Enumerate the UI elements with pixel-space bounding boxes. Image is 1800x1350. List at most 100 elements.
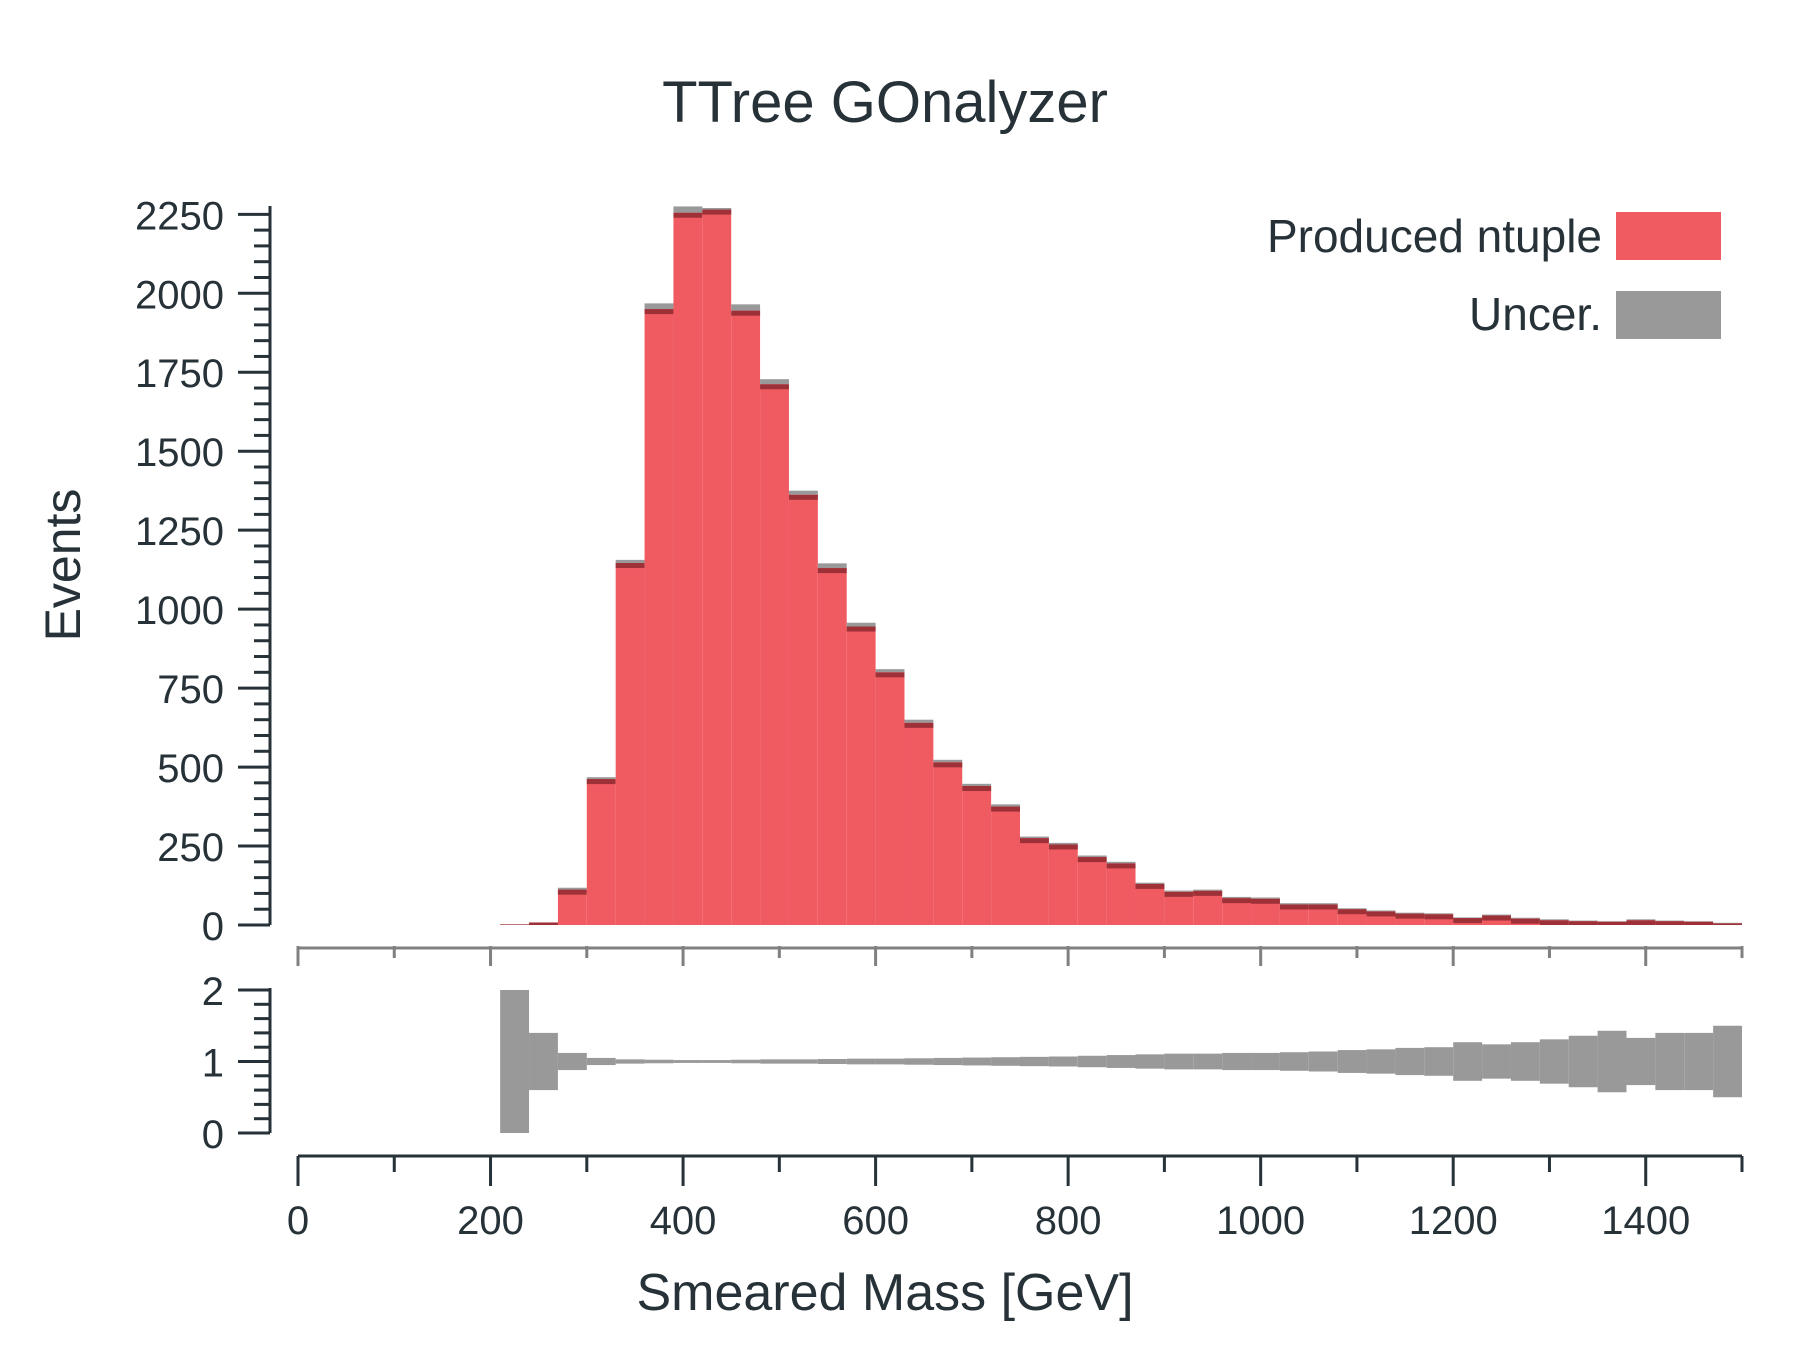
histogram-bar	[1193, 890, 1223, 925]
bar-top-edge	[1164, 891, 1194, 897]
uncertainty-cap	[1626, 919, 1656, 921]
bar-top-edge	[1135, 883, 1165, 889]
ratio-band-bin	[1424, 1047, 1454, 1076]
ratio-tick-label: 1	[202, 1042, 224, 1086]
ratio-band-bin	[702, 1060, 732, 1063]
histogram-bar	[615, 563, 645, 925]
bar-top-edge	[962, 786, 992, 792]
uncertainty-cap	[1077, 855, 1107, 858]
uncertainty-cap	[644, 303, 674, 310]
histogram-bar	[962, 786, 992, 925]
ratio-band-bin	[615, 1059, 645, 1064]
x-tick-label: 1200	[1409, 1199, 1498, 1243]
uncertainty-cap	[846, 622, 876, 627]
uncertainty-cap	[731, 304, 761, 311]
bar-top-edge	[1366, 911, 1396, 917]
bar-top-edge	[1106, 863, 1136, 869]
bar-top-edge	[644, 309, 674, 315]
x-tick-label: 800	[1035, 1199, 1102, 1243]
ratio-band-bin	[529, 1032, 558, 1091]
ratio-band-bin	[760, 1059, 789, 1064]
histogram-bar	[788, 494, 818, 925]
ratio-band-bin	[1308, 1051, 1338, 1072]
ratio-band-bin	[933, 1057, 963, 1066]
uncertainty-cap	[817, 563, 847, 569]
ratio-band-bin	[1077, 1055, 1107, 1068]
bar-top-edge	[1626, 920, 1656, 925]
bar-top-edge	[846, 626, 876, 632]
ratio-band-bin	[1568, 1035, 1598, 1088]
histogram-bar	[557, 889, 587, 925]
bar-top-edge	[1395, 913, 1425, 919]
bar-top-edge	[529, 922, 558, 925]
histogram-bar	[1164, 891, 1194, 925]
y-axis-label: Events	[35, 489, 91, 642]
chart-title: TTree GOnalyzer	[662, 70, 1108, 135]
uncertainty-cap	[904, 719, 934, 723]
bar-top-edge	[1713, 923, 1742, 925]
histogram-bar	[644, 309, 674, 925]
x-axis-label: Smeared Mass [GeV]	[636, 1264, 1133, 1322]
bar-top-edge	[1308, 904, 1338, 910]
bar-top-edge	[817, 568, 847, 574]
ratio-band-bin	[644, 1059, 674, 1064]
uncertainty-cap	[1106, 861, 1136, 864]
ratio-band-bin	[1106, 1055, 1136, 1068]
ratio-band-bin	[557, 1052, 587, 1071]
uncertainty-cap	[1135, 882, 1165, 884]
ratio-band-bin	[1655, 1032, 1685, 1091]
uncertainty-cap	[673, 206, 703, 213]
bar-top-edge	[1222, 898, 1252, 904]
ratio-band-bin	[1713, 1025, 1742, 1098]
uncertainty-cap	[1510, 917, 1540, 919]
ratio-band-bin	[731, 1059, 761, 1064]
ratio-band-bin	[1539, 1039, 1569, 1084]
uncertainty-cap	[1337, 908, 1367, 910]
ratio-band-bin	[1048, 1056, 1078, 1067]
bar-top-edge	[1020, 838, 1049, 844]
bar-top-edge	[1655, 921, 1685, 925]
ratio-band-bin	[1626, 1037, 1656, 1086]
bar-top-edge	[1684, 921, 1714, 925]
ratio-band-bin	[1020, 1056, 1049, 1067]
legend-swatch-uncertainty	[1616, 291, 1721, 339]
bar-top-edge	[1597, 921, 1627, 925]
ratio-band-bin	[1482, 1044, 1511, 1079]
bar-top-edge	[991, 806, 1020, 812]
histogram-bar	[846, 626, 876, 925]
histogram-bar	[673, 212, 703, 925]
y-tick-label: 250	[157, 826, 224, 870]
uncertainty-cap	[586, 777, 616, 780]
ratio-tick-label: 2	[202, 970, 224, 1014]
uncertainty-cap	[1713, 922, 1742, 924]
bar-top-edge	[1510, 918, 1540, 924]
uncertainty-cap	[615, 559, 645, 564]
legend-label-produced-ntuple: Produced ntuple	[1267, 210, 1602, 262]
uncertainty-cap	[1539, 919, 1569, 921]
bar-top-edge	[586, 779, 616, 785]
bar-top-edge	[875, 672, 905, 678]
uncertainty-cap	[1366, 910, 1396, 912]
ratio-band-bin	[1366, 1049, 1396, 1074]
ratio-band-bin	[1279, 1052, 1309, 1071]
ratio-band-bin	[991, 1057, 1020, 1066]
ratio-band-bin	[673, 1060, 703, 1063]
ratio-band-bin	[1597, 1030, 1627, 1093]
bar-top-edge	[904, 722, 934, 728]
ratio-band-bin	[1453, 1042, 1483, 1081]
uncertainty-cap	[760, 379, 789, 385]
uncertainty-cap	[962, 783, 992, 787]
uncertainty-cap	[1482, 914, 1511, 916]
y-tick-label: 2000	[135, 273, 224, 317]
histogram-bar	[702, 209, 732, 926]
bar-top-edge	[1251, 898, 1280, 904]
axes: 0 250 500 750 1000 1250 1500 1750 2000 2250 0 1 2 0 20…	[135, 194, 1744, 1243]
y-tick-label: 1750	[135, 352, 224, 396]
bar-top-edge	[673, 212, 703, 218]
histogram-bar	[1279, 904, 1309, 925]
x-tick-label: 1000	[1216, 1199, 1305, 1243]
legend-label-uncertainty: Uncer.	[1469, 288, 1602, 340]
bar-top-edge	[1568, 921, 1598, 925]
uncertainty-cap	[557, 887, 587, 890]
